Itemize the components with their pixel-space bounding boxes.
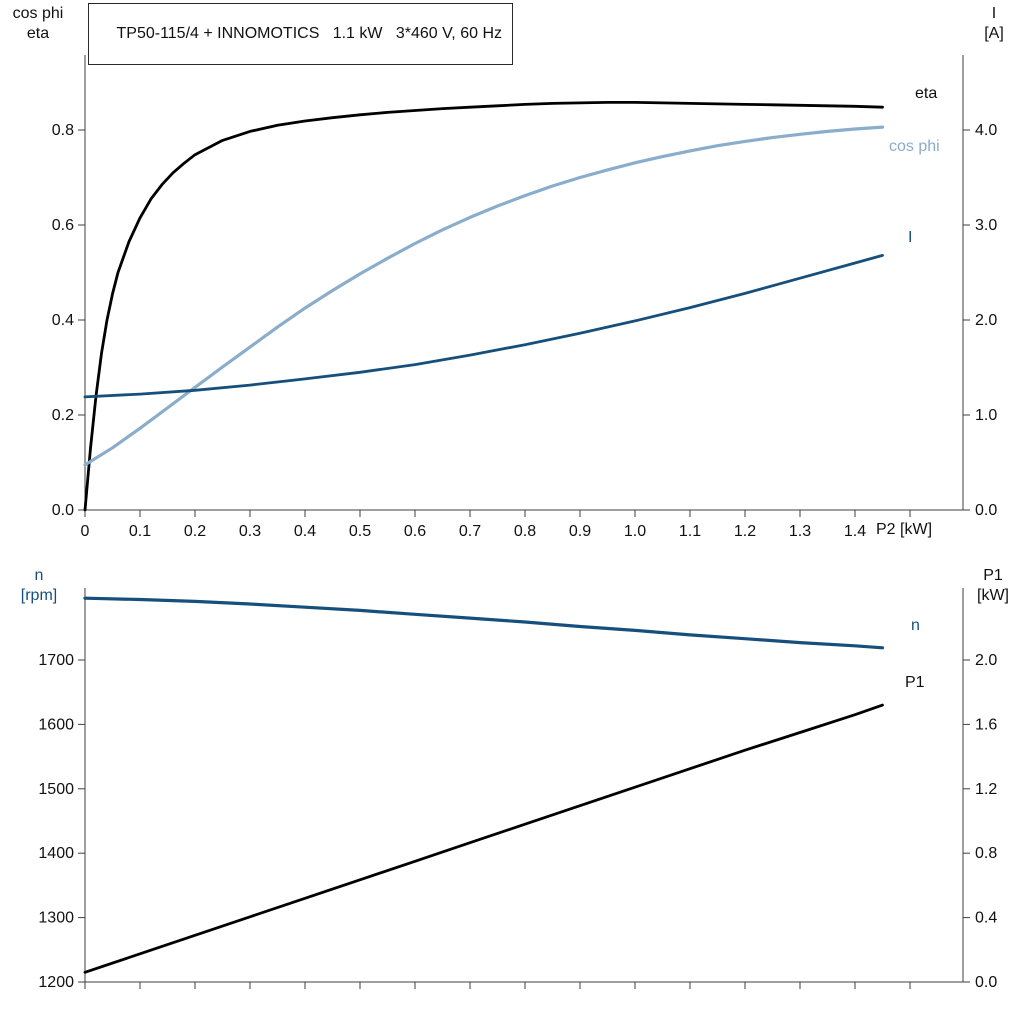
- svg-text:0.8: 0.8: [514, 523, 536, 540]
- svg-text:0.0: 0.0: [52, 502, 74, 519]
- svg-text:1400: 1400: [38, 845, 74, 862]
- chart-title: TP50-115/4 + INNOMOTICS 1.1 kW 3*460 V, …: [116, 25, 503, 42]
- svg-text:4.0: 4.0: [975, 122, 997, 139]
- p1-curve-label: P1: [905, 674, 925, 691]
- cos-phi-curve-label: cos phi: [889, 138, 940, 155]
- svg-text:1.4: 1.4: [844, 523, 866, 540]
- svg-text:0.0: 0.0: [975, 502, 997, 519]
- chart-title-box: TP50-115/4 + INNOMOTICS 1.1 kW 3*460 V, …: [88, 3, 513, 65]
- svg-text:0: 0: [81, 523, 90, 540]
- svg-text:0.9: 0.9: [569, 523, 591, 540]
- bottom-chart-left-axis-title: n [rpm]: [8, 566, 70, 606]
- svg-text:0.1: 0.1: [129, 523, 151, 540]
- axis-label-speed: n: [34, 567, 44, 584]
- svg-text:0.2: 0.2: [52, 407, 74, 424]
- svg-text:0.8: 0.8: [52, 122, 74, 139]
- svg-text:0.3: 0.3: [239, 523, 261, 540]
- axis-label-speed-unit: [rpm]: [20, 587, 58, 604]
- svg-text:2.0: 2.0: [975, 312, 997, 329]
- svg-text:1.3: 1.3: [789, 523, 811, 540]
- eta-curve-label: eta: [915, 85, 938, 102]
- svg-text:1.2: 1.2: [975, 781, 997, 798]
- svg-text:0.5: 0.5: [349, 523, 371, 540]
- svg-text:0.7: 0.7: [459, 523, 481, 540]
- svg-text:1700: 1700: [38, 652, 74, 669]
- svg-text:1.0: 1.0: [624, 523, 646, 540]
- svg-text:0.8: 0.8: [975, 845, 997, 862]
- axis-label-current: I: [991, 5, 997, 22]
- bottom-chart-right-axis-title: P1 [kW]: [966, 566, 1020, 606]
- svg-text:0.4: 0.4: [52, 312, 74, 329]
- svg-text:1500: 1500: [38, 781, 74, 798]
- svg-text:0.4: 0.4: [294, 523, 316, 540]
- axis-label-cos-phi: cos phi: [12, 5, 64, 22]
- top-chart-left-axis-title: cos phi eta: [4, 4, 72, 44]
- svg-text:1.0: 1.0: [975, 407, 997, 424]
- top-chart-right-axis-title: I [A]: [970, 4, 1018, 44]
- svg-text:0.4: 0.4: [975, 910, 997, 927]
- svg-text:2.0: 2.0: [975, 652, 997, 669]
- axis-label-current-unit: [A]: [984, 25, 1004, 42]
- svg-text:1.6: 1.6: [975, 716, 997, 733]
- axis-label-p1-unit: [kW]: [977, 587, 1009, 604]
- svg-text:1.1: 1.1: [679, 523, 701, 540]
- svg-text:1.2: 1.2: [734, 523, 756, 540]
- svg-text:0.6: 0.6: [52, 217, 74, 234]
- svg-text:1200: 1200: [38, 974, 74, 991]
- svg-text:0.6: 0.6: [404, 523, 426, 540]
- svg-text:0.0: 0.0: [975, 974, 997, 991]
- svg-text:1600: 1600: [38, 716, 74, 733]
- x-axis-label-p2: P2 [kW]: [876, 521, 933, 538]
- svg-text:0.2: 0.2: [184, 523, 206, 540]
- current-curve-label: I: [908, 229, 913, 246]
- svg-text:1300: 1300: [38, 910, 74, 927]
- svg-text:3.0: 3.0: [975, 217, 997, 234]
- axis-label-eta: eta: [26, 25, 50, 42]
- speed-curve-label: n: [911, 617, 920, 634]
- axis-label-p1: P1: [983, 567, 1003, 584]
